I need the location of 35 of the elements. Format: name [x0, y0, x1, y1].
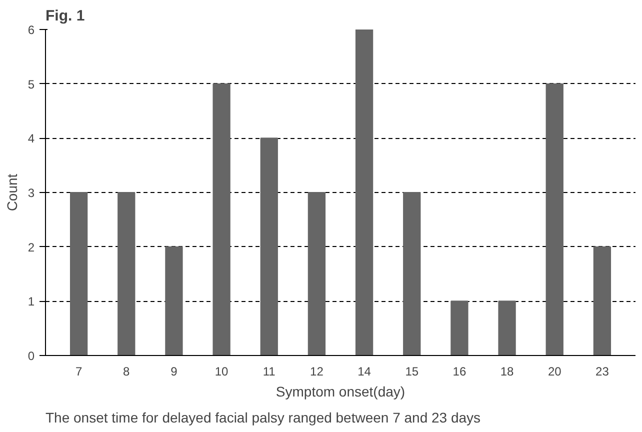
x-tick-label: 9 [170, 364, 178, 378]
y-tick-label: 2 [28, 240, 35, 254]
x-tick-label: 14 [358, 364, 372, 378]
x-tick-label: 23 [596, 364, 610, 378]
bar [498, 300, 516, 356]
bar [165, 246, 183, 356]
y-axis-title: Count [4, 174, 20, 212]
y-tick-label: 5 [28, 77, 35, 92]
bar [308, 192, 326, 356]
bar [212, 83, 230, 356]
chart-title: Fig. 1 [46, 8, 85, 24]
x-axis-title: Symptom onset(day) [276, 384, 406, 400]
y-tick-label: 1 [28, 294, 35, 309]
bar [403, 192, 421, 356]
bar [355, 30, 374, 356]
y-tick-label: 4 [28, 132, 35, 146]
x-tick-label: 8 [123, 364, 130, 378]
bar [118, 192, 136, 356]
x-tick-label: 12 [310, 364, 324, 378]
x-tick-label: 16 [452, 364, 466, 378]
bar [450, 300, 468, 356]
x-tick-label: 7 [75, 364, 82, 378]
x-tick-label: 15 [405, 364, 419, 378]
y-tick-label: 0 [28, 349, 35, 363]
bar [593, 246, 612, 356]
x-tick-label: 11 [262, 364, 276, 378]
x-tick-label: 18 [500, 364, 514, 378]
bar [546, 83, 564, 356]
y-tick-label: 6 [28, 23, 35, 37]
text: The onset time for delayed facial palsy ranged between 7 and 23 days [46, 410, 481, 426]
x-tick-label: 20 [548, 364, 562, 378]
bar [70, 192, 88, 356]
bar [260, 138, 278, 356]
x-tick-label: 10 [214, 364, 229, 378]
y-tick-label: 3 [28, 186, 35, 200]
